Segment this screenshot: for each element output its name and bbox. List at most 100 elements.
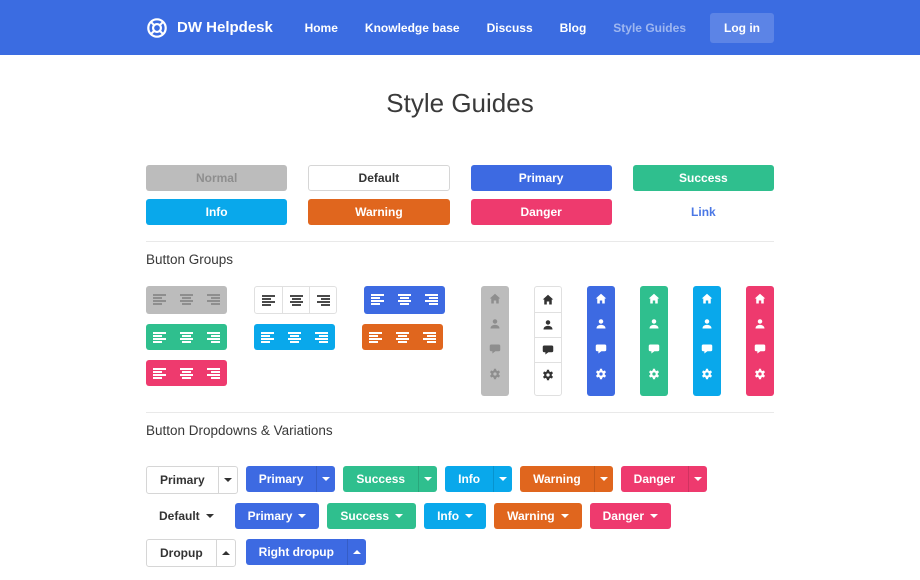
caret-down-icon	[560, 514, 569, 518]
dropdown-label[interactable]: Primary	[160, 473, 205, 487]
nav-link-discuss[interactable]: Discuss	[486, 20, 533, 35]
align-center-button[interactable]	[281, 324, 308, 350]
button-danger[interactable]: Danger	[470, 199, 612, 225]
comment-button[interactable]	[693, 336, 721, 361]
align-right-button[interactable]	[200, 360, 227, 386]
align-left-button[interactable]	[146, 286, 173, 312]
home-button[interactable]	[640, 286, 668, 311]
settings-button[interactable]	[746, 361, 774, 386]
nav-link-style-guides[interactable]: Style Guides	[613, 20, 686, 35]
align-right-button[interactable]	[200, 324, 227, 350]
dropdown-label[interactable]: Primary	[258, 472, 304, 486]
login-button[interactable]: Log in	[710, 12, 774, 43]
comment-button[interactable]	[746, 336, 774, 361]
comment-button[interactable]	[481, 336, 509, 361]
dropdown-label: Info	[437, 509, 460, 523]
settings-button[interactable]	[481, 361, 509, 386]
dropdown-toggle[interactable]	[688, 466, 707, 492]
user-button[interactable]	[693, 311, 721, 336]
dropdown-label[interactable]: Success	[356, 472, 406, 486]
dropdown-toggle[interactable]	[493, 466, 512, 492]
button-info[interactable]: Info	[146, 199, 288, 225]
align-center-icon	[180, 293, 193, 305]
home-button[interactable]	[746, 286, 774, 311]
align-right-button[interactable]	[416, 324, 443, 350]
settings-button[interactable]	[693, 361, 721, 386]
align-left-button[interactable]	[364, 286, 391, 312]
dropdown-warning[interactable]: Warning	[494, 503, 582, 529]
user-button[interactable]	[587, 311, 615, 336]
dropdown-label: Default	[159, 509, 200, 523]
navbar: DW Helpdesk Home Knowledge base Discuss …	[0, 0, 920, 55]
align-center-button[interactable]	[389, 324, 416, 350]
align-left-icon	[371, 293, 384, 305]
align-center-icon	[289, 294, 303, 306]
dropdown-default[interactable]: Default	[146, 503, 227, 529]
dropdown-label[interactable]: Info	[458, 472, 481, 486]
comment-button[interactable]	[640, 336, 668, 361]
brand[interactable]: DW Helpdesk	[146, 17, 273, 39]
user-button[interactable]	[640, 311, 668, 336]
align-left-button[interactable]	[255, 287, 282, 313]
caret-up-icon	[352, 550, 361, 554]
dropdown-success[interactable]: Success	[327, 503, 417, 529]
dropup-default: Dropup	[146, 539, 236, 567]
home-button[interactable]	[587, 286, 615, 311]
dropup-toggle[interactable]	[215, 540, 235, 566]
page-title: Style Guides	[386, 88, 534, 118]
settings-button[interactable]	[535, 362, 561, 387]
align-right-button[interactable]	[309, 287, 336, 313]
button-link[interactable]: Link	[633, 199, 774, 225]
button-normal[interactable]: Normal	[146, 165, 288, 191]
align-center-button[interactable]	[282, 287, 309, 313]
dropup-label[interactable]: Dropup	[160, 546, 203, 560]
dropdown-toggle[interactable]	[418, 466, 437, 492]
dropdown-info[interactable]: Info	[424, 503, 487, 529]
gear-icon	[595, 368, 607, 379]
align-right-button[interactable]	[308, 324, 335, 350]
settings-button[interactable]	[587, 361, 615, 386]
dropdown-primary[interactable]: Primary	[234, 503, 320, 529]
align-left-button[interactable]	[254, 324, 281, 350]
button-primary[interactable]: Primary	[470, 165, 612, 191]
buttons-showcase: Normal Default Primary Success Info Warn…	[146, 165, 774, 225]
dropup-toggle[interactable]	[346, 539, 366, 565]
button-default[interactable]: Default	[308, 165, 450, 191]
dropdown-danger[interactable]: Danger	[589, 503, 671, 529]
align-left-button[interactable]	[146, 360, 173, 386]
user-button[interactable]	[481, 311, 509, 336]
align-center-icon	[398, 293, 411, 305]
align-left-button[interactable]	[362, 324, 389, 350]
align-center-button[interactable]	[173, 360, 200, 386]
user-button[interactable]	[746, 311, 774, 336]
comment-icon	[701, 344, 713, 353]
button-group-primary	[364, 286, 445, 314]
align-right-button[interactable]	[200, 286, 227, 312]
dropdown-label[interactable]: Danger	[633, 472, 676, 486]
nav-link-knowledge-base[interactable]: Knowledge base	[364, 20, 460, 35]
align-left-button[interactable]	[146, 324, 173, 350]
home-button[interactable]	[481, 286, 509, 311]
dropdown-label[interactable]: Warning	[533, 472, 581, 486]
home-icon	[542, 294, 554, 304]
settings-button[interactable]	[640, 361, 668, 386]
align-right-button[interactable]	[418, 286, 445, 312]
user-button[interactable]	[535, 312, 561, 337]
home-button[interactable]	[535, 287, 561, 312]
button-success[interactable]: Success	[632, 165, 774, 191]
comment-button[interactable]	[535, 337, 561, 362]
align-center-button[interactable]	[173, 324, 200, 350]
dropdown-toggle[interactable]	[316, 466, 335, 492]
dropup-label[interactable]: Right dropup	[258, 545, 334, 559]
align-center-button[interactable]	[391, 286, 418, 312]
align-center-button[interactable]	[173, 286, 200, 312]
dropdown-toggle[interactable]	[593, 466, 613, 492]
nav-link-blog[interactable]: Blog	[559, 20, 587, 35]
vertical-groups	[481, 286, 774, 396]
home-button[interactable]	[693, 286, 721, 311]
dropup-right-primary: Right dropup	[245, 539, 366, 565]
comment-button[interactable]	[587, 336, 615, 361]
dropdown-toggle[interactable]	[217, 467, 237, 493]
nav-link-home[interactable]: Home	[304, 20, 338, 35]
button-warning[interactable]: Warning	[308, 199, 450, 225]
